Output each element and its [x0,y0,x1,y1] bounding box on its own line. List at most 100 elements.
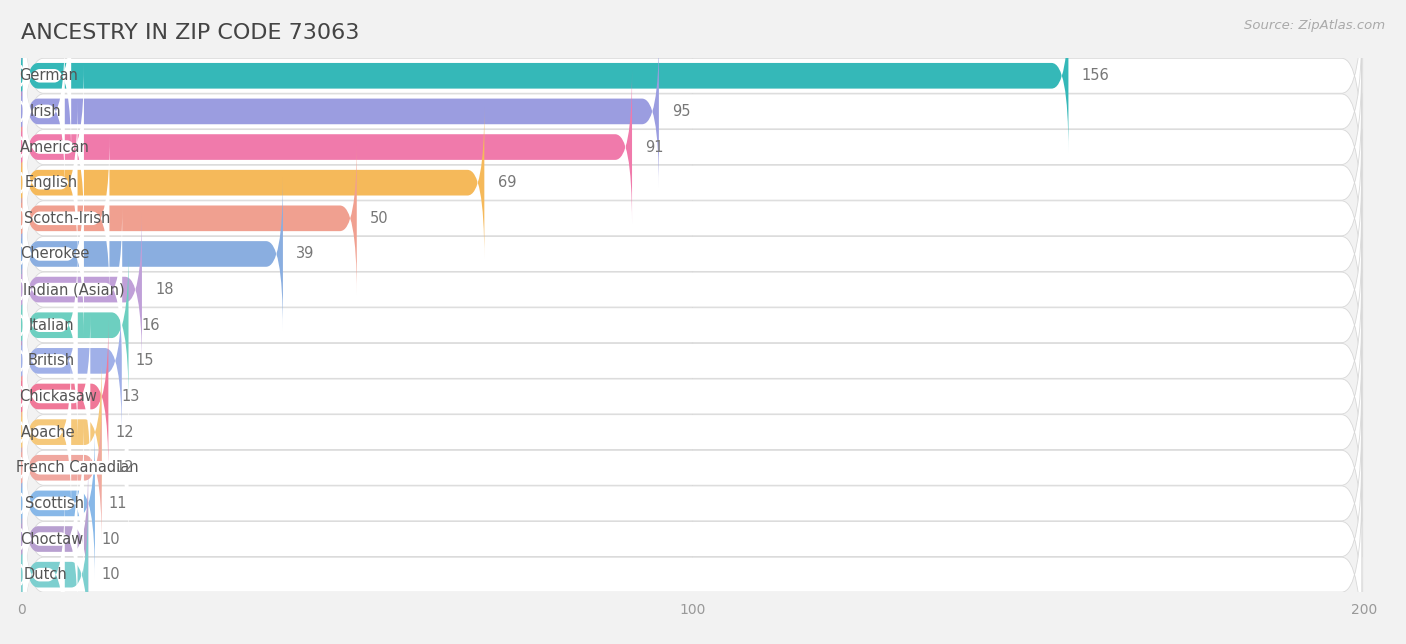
FancyBboxPatch shape [22,457,77,621]
Text: British: British [28,354,75,368]
Text: English: English [25,175,79,190]
Circle shape [20,283,22,296]
Text: Apache: Apache [21,424,76,440]
Circle shape [18,417,24,447]
Text: ANCESTRY IN ZIP CODE 73063: ANCESTRY IN ZIP CODE 73063 [21,23,360,43]
FancyBboxPatch shape [22,450,1362,629]
Text: 16: 16 [142,317,160,333]
Text: American: American [20,140,90,155]
FancyBboxPatch shape [21,320,108,473]
Text: Source: ZipAtlas.com: Source: ZipAtlas.com [1244,19,1385,32]
Circle shape [20,316,22,335]
Text: German: German [18,68,77,83]
FancyBboxPatch shape [22,22,1362,201]
Text: Choctaw: Choctaw [20,531,83,547]
FancyBboxPatch shape [22,164,1362,343]
Circle shape [18,239,24,269]
FancyBboxPatch shape [22,314,90,478]
Text: 156: 156 [1081,68,1109,83]
Circle shape [18,167,24,198]
FancyBboxPatch shape [22,172,84,336]
FancyBboxPatch shape [22,129,1362,308]
FancyBboxPatch shape [22,279,77,443]
FancyBboxPatch shape [21,142,357,294]
Circle shape [18,488,24,518]
Circle shape [20,497,22,510]
Circle shape [18,274,24,305]
FancyBboxPatch shape [21,427,96,580]
Circle shape [20,244,22,264]
FancyBboxPatch shape [22,236,1362,415]
FancyBboxPatch shape [22,378,1362,557]
FancyBboxPatch shape [22,200,1362,379]
Circle shape [18,453,24,483]
Circle shape [18,560,24,590]
Circle shape [20,173,22,193]
FancyBboxPatch shape [22,271,1362,450]
Circle shape [20,422,22,442]
FancyBboxPatch shape [21,35,659,187]
FancyBboxPatch shape [22,485,1362,644]
Circle shape [20,351,22,371]
FancyBboxPatch shape [22,100,77,265]
Text: 13: 13 [122,389,141,404]
Text: 95: 95 [672,104,690,119]
Circle shape [20,279,22,299]
FancyBboxPatch shape [22,386,128,550]
Text: Chickasaw: Chickasaw [18,389,97,404]
Circle shape [20,386,22,406]
Text: 18: 18 [155,282,174,297]
Circle shape [20,209,22,228]
Circle shape [20,390,22,403]
Text: Cherokee: Cherokee [20,247,90,261]
Circle shape [18,61,24,91]
Circle shape [18,204,24,233]
Text: 12: 12 [115,460,134,475]
Circle shape [20,568,22,581]
Circle shape [20,247,22,260]
Circle shape [20,319,22,332]
FancyBboxPatch shape [21,249,128,401]
Text: 15: 15 [135,354,153,368]
Circle shape [18,524,24,554]
Circle shape [20,493,22,513]
Circle shape [20,70,22,82]
FancyBboxPatch shape [21,392,101,544]
FancyBboxPatch shape [21,213,142,366]
Circle shape [18,97,24,126]
Text: Italian: Italian [28,317,75,333]
FancyBboxPatch shape [21,71,633,223]
Circle shape [18,310,24,340]
Circle shape [20,458,22,478]
Text: 69: 69 [498,175,516,190]
Circle shape [20,529,22,549]
Text: Scottish: Scottish [25,496,84,511]
Circle shape [20,426,22,439]
Text: 91: 91 [645,140,664,155]
FancyBboxPatch shape [22,243,77,408]
FancyBboxPatch shape [21,106,484,259]
Text: Irish: Irish [30,104,60,119]
Circle shape [20,212,22,225]
Circle shape [20,102,22,121]
FancyBboxPatch shape [22,136,110,301]
Text: French Canadian: French Canadian [15,460,138,475]
FancyBboxPatch shape [22,57,1362,236]
FancyBboxPatch shape [22,343,1362,522]
Circle shape [20,461,22,474]
Circle shape [20,66,22,86]
Circle shape [20,354,22,367]
Text: 50: 50 [370,211,389,226]
Circle shape [20,565,22,585]
Text: 10: 10 [101,531,121,547]
FancyBboxPatch shape [21,0,1069,152]
FancyBboxPatch shape [21,178,283,330]
FancyBboxPatch shape [22,65,84,229]
Circle shape [20,176,22,189]
FancyBboxPatch shape [22,207,122,372]
Circle shape [18,381,24,412]
FancyBboxPatch shape [22,0,72,158]
FancyBboxPatch shape [22,350,72,515]
Text: Indian (Asian): Indian (Asian) [22,282,125,297]
Circle shape [18,346,24,376]
